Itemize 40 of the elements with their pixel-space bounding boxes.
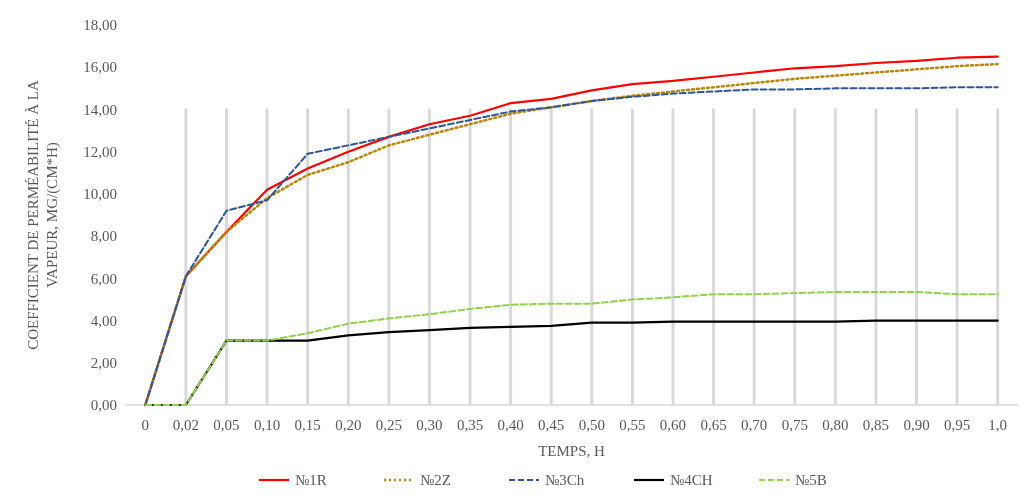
x-tick-label: 0,50: [578, 417, 605, 433]
y-tick-label: 18,00: [83, 17, 117, 34]
y-axis-title: COEFFICIENT DE PERMÉABILITÉ À LA VAPEUR, MG/(CM*H): [25, 79, 61, 350]
x-tick-label: 0,40: [497, 417, 524, 433]
x-tick-label: 0,90: [903, 417, 930, 433]
x-tick-label: 0,35: [456, 417, 484, 433]
x-tick-label: 0,70: [741, 417, 768, 433]
legend-label: №1R: [295, 472, 327, 488]
x-tick-label: 0,85: [862, 417, 890, 433]
y-tick-label: 4,00: [90, 312, 117, 329]
y-tick-label: 2,00: [90, 355, 117, 372]
x-tick-label: 0,25: [375, 417, 402, 433]
x-tick-label: 0,10: [253, 417, 281, 433]
x-tick-label: 0,45: [538, 417, 565, 433]
x-tick-label: 0,55: [619, 417, 646, 433]
x-tick-label: 0,75: [781, 417, 808, 433]
x-tick-label: 0,80: [822, 417, 849, 433]
x-tick-label: 0,05: [213, 417, 240, 433]
x-tick-label: 0,60: [659, 417, 687, 433]
x-tick-label: 0,15: [294, 417, 321, 433]
x-tick-label: 0,95: [943, 417, 971, 433]
x-tick-label: 0: [141, 417, 150, 433]
x-tick-label: 0,65: [700, 417, 727, 433]
y-tick-label: 0,00: [90, 397, 117, 414]
x-axis-title: TEMPS, H: [538, 443, 605, 459]
line-series: [144, 291, 999, 406]
y-tick-label: 16,00: [83, 59, 117, 76]
legend-label: №4CH: [670, 472, 713, 488]
y-tick-label: 8,00: [90, 228, 117, 245]
y-tick-label: 6,00: [90, 270, 117, 287]
y-tick-label: 14,00: [83, 101, 117, 118]
x-tick-label: 0,20: [335, 417, 362, 433]
legend-label: №3Ch: [545, 472, 585, 488]
y-tick-label: 10,00: [83, 186, 117, 203]
x-tick-label: 0,02: [172, 417, 200, 433]
x-tick-label: 0,30: [416, 417, 443, 433]
y-tick-label: 12,00: [83, 143, 117, 160]
x-tick-label: 1,0: [988, 417, 1008, 433]
legend-label: №5B: [795, 472, 827, 488]
legend-label: №2Z: [420, 472, 451, 488]
